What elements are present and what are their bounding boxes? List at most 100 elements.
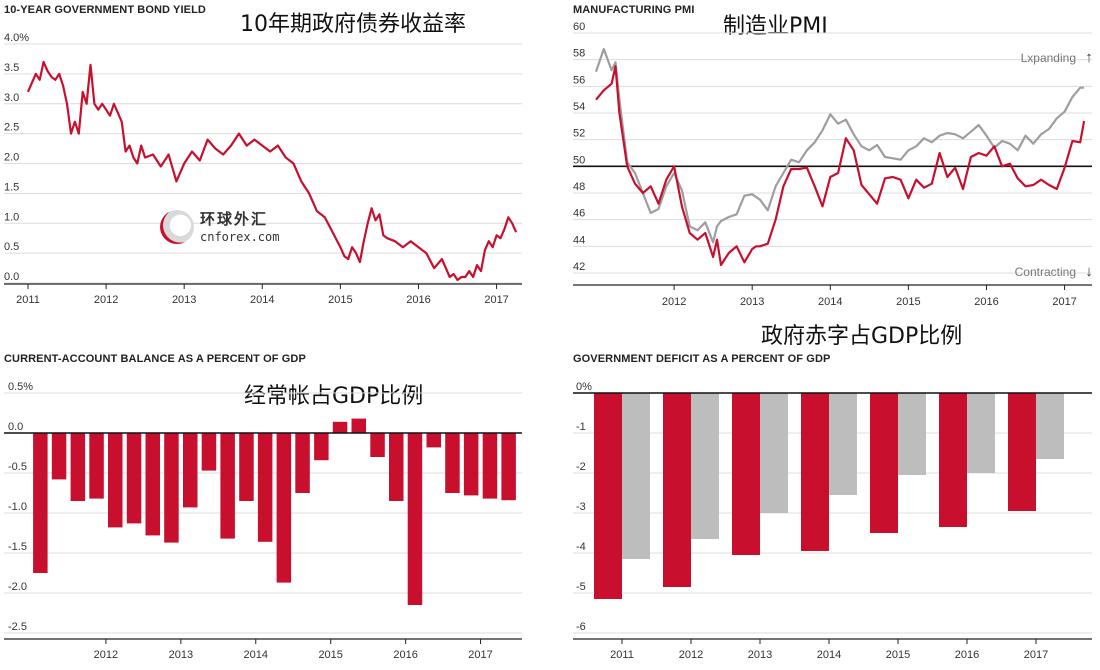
bar	[351, 418, 366, 433]
bar	[314, 433, 329, 461]
bar	[70, 433, 86, 501]
bar	[276, 433, 292, 583]
x-tick-label: 2015	[318, 649, 342, 661]
bar	[257, 433, 273, 542]
bar-red	[939, 393, 967, 527]
x-tick-label: 2014	[244, 649, 268, 661]
y-tick-label: -1.5	[8, 541, 27, 553]
y-tick-label: 52	[573, 128, 585, 140]
bar-gray	[622, 393, 650, 559]
bar-red	[1008, 393, 1036, 511]
current-account-title-cn: 经常帐占GDP比例	[244, 384, 424, 409]
x-tick-label: 2013	[169, 649, 193, 661]
y-tick-label: -2	[576, 461, 586, 473]
bar	[51, 433, 67, 480]
x-tick-label: 2015	[328, 294, 352, 306]
x-tick-label: 2015	[896, 296, 920, 308]
y-tick-label: 0.0	[4, 271, 19, 283]
annotation-expanding: Lxpanding	[1021, 51, 1076, 65]
y-tick-label: -2.0	[8, 581, 27, 593]
x-tick-label: 2013	[172, 294, 196, 306]
y-tick-label: -6	[576, 621, 586, 633]
series-line	[595, 65, 1086, 267]
arrow-up-icon: ↑	[1085, 49, 1093, 66]
bar	[370, 433, 385, 457]
y-tick-label: -1.0	[8, 501, 27, 513]
y-tick-label: -3	[576, 501, 586, 513]
y-tick-label: 54	[573, 101, 585, 113]
y-tick-label: 2.0	[4, 152, 19, 164]
y-tick-label: 3.0	[4, 92, 19, 104]
y-tick-label: 56	[573, 74, 585, 86]
bar	[407, 433, 423, 605]
bar	[295, 433, 310, 493]
bond-yield-chart: 4.0% 3.5 3.0 2.5 2.0 1.5 1.0 0.5 0.0 2011 2012 2013…	[4, 32, 522, 306]
bar	[33, 433, 48, 573]
bond-yield-title: 10-YEAR GOVERNMENT BOND YIELD	[4, 4, 206, 16]
bar	[145, 433, 160, 536]
x-tick-label: 2017	[1052, 296, 1076, 308]
y-tick-label: -1	[576, 421, 586, 433]
current-account-title: CURRENT-ACCOUNT BALANCE AS A PERCENT OF …	[4, 353, 306, 365]
y-tick-label: -5	[576, 581, 586, 593]
deficit-title-cn: 政府赤字占GDP比例	[761, 324, 963, 349]
x-tick-label: 2017	[1024, 649, 1048, 661]
bar	[89, 433, 104, 499]
pmi-title-cn: 制造业PMI	[723, 14, 828, 39]
x-tick-label: 2012	[94, 294, 118, 306]
x-tick-label: 2013	[748, 649, 772, 661]
x-tick-label: 2016	[406, 294, 430, 306]
y-tick-label: 1.5	[4, 181, 19, 193]
bar	[445, 433, 460, 493]
y-tick-label: 0%	[576, 381, 592, 393]
bar-red	[594, 393, 622, 599]
bar-red	[801, 393, 829, 551]
bar	[482, 433, 498, 499]
bar-gray	[760, 393, 788, 513]
pmi-chart: 60 58 56 54 52 50 48 46 44 42 2012 2013 2014 2015 2016…	[573, 21, 1093, 308]
y-tick-label: 60	[573, 21, 585, 33]
y-tick-label: 0.5	[4, 241, 19, 253]
bar-gray	[691, 393, 719, 539]
watermark: 环球外汇 cnforex.com	[160, 206, 300, 250]
bar-gray	[967, 393, 995, 473]
y-tick-label: 0.5%	[8, 381, 33, 393]
x-tick-label: 2013	[740, 296, 764, 308]
series-line	[26, 60, 518, 282]
y-tick-label: 44	[573, 234, 585, 246]
bar	[108, 433, 123, 528]
series-line	[594, 47, 1085, 244]
deficit-title: GOVERNMENT DEFICIT AS A PERCENT OF GDP	[573, 353, 831, 365]
y-tick-label: -0.5	[8, 461, 27, 473]
bar-gray	[829, 393, 857, 495]
x-tick-label: 2014	[818, 296, 842, 308]
y-tick-label: 50	[573, 154, 585, 166]
y-tick-label: 2.5	[4, 122, 19, 134]
bar	[220, 433, 235, 539]
x-tick-label: 2016	[393, 649, 417, 661]
x-tick-label: 2012	[94, 649, 118, 661]
y-tick-label: 0.0	[8, 421, 23, 433]
bar	[501, 433, 516, 501]
y-tick-label: 4.0%	[4, 32, 29, 44]
annotation-contracting: Contracting	[1015, 265, 1076, 279]
x-tick-label: 2016	[974, 296, 998, 308]
x-tick-label: 2017	[484, 294, 508, 306]
bar-gray	[1036, 393, 1064, 459]
deficit-chart: 0% -1 -2 -3 -4 -5 -6 2011 2012 2013 2014 2015 2016 20…	[573, 381, 1092, 661]
y-tick-label: 46	[573, 208, 585, 220]
x-tick-label: 2016	[955, 649, 979, 661]
bar-red	[732, 393, 760, 555]
arrow-down-icon: ↓	[1085, 263, 1093, 280]
bar	[126, 433, 142, 524]
x-tick-label: 2014	[817, 649, 841, 661]
x-tick-label: 2017	[468, 649, 492, 661]
bar	[463, 433, 479, 496]
y-tick-label: 1.0	[4, 211, 19, 223]
y-tick-label: 3.5	[4, 62, 19, 74]
watermark-cn: 环球外汇	[200, 210, 269, 228]
y-tick-label: -4	[576, 541, 586, 553]
bar	[239, 433, 254, 501]
bar	[389, 433, 404, 501]
bar	[164, 433, 179, 543]
